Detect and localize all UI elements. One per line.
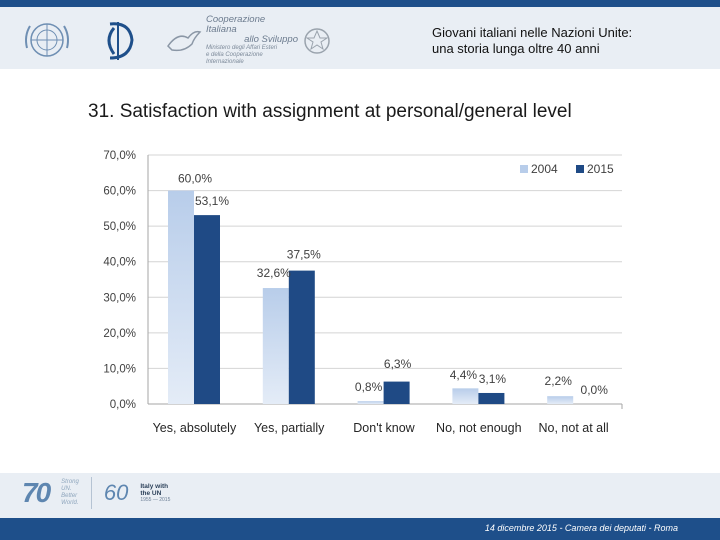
y-tick-label-1: 10,0% [103, 363, 136, 375]
bar-2015-0 [194, 215, 220, 404]
bar-2004-2 [357, 401, 384, 404]
x-tick-label-3: No, not enough [436, 421, 522, 435]
header-title-line1: Giovani italiani nelle Nazioni Unite: [432, 25, 633, 40]
y-tick-label-6: 60,0% [103, 186, 136, 198]
data-label-2004-2: 0,8% [355, 380, 383, 394]
data-label-2004-3: 4,4% [450, 368, 478, 382]
cooperazione-text: Cooperazione Italiana allo Sviluppo Mini… [206, 15, 298, 66]
y-tick-label-3: 30,0% [103, 292, 136, 304]
data-label-2015-2: 6,3% [384, 357, 412, 371]
data-label-2015-3: 3,1% [479, 372, 507, 386]
data-label-2004-4: 2,2% [545, 374, 573, 388]
un70-tag-2: UN. [61, 486, 72, 492]
bar-2015-1 [288, 270, 315, 404]
footer-divider [90, 477, 92, 509]
labels-layer: 0,0% 10,0% 20,0% 30,0% 40,0% 50,0% 60,0% 70,0% 6… [103, 150, 608, 435]
coop-line4: e della Cooperazione Internazionale [206, 52, 263, 65]
bar-2004-0 [168, 190, 194, 404]
bars-layer [168, 190, 574, 404]
un70-tag-1: Strong [61, 479, 79, 485]
un70-tagline: Strong UN. Better World. [61, 479, 79, 507]
data-label-2015-0: 53,1% [195, 194, 229, 208]
coop-line1: Cooperazione Italiana [206, 14, 266, 35]
x-tick-label-4: No, not at all [539, 421, 609, 435]
slide-title: 31. Satisfaction with assignment at pers… [88, 101, 572, 122]
dc-monogram-icon [107, 21, 134, 60]
data-label-2015-4: 0,0% [581, 383, 609, 397]
y-tick-label-5: 50,0% [103, 221, 136, 233]
un70-tag-3: Better [61, 493, 78, 499]
x-tick-label-1: Yes, partially [254, 421, 325, 435]
y-tick-label-4: 40,0% [103, 257, 136, 269]
footer-text: 14 dicembre 2015 - Camera dei deputati -… [484, 523, 678, 533]
italy60-years: 1955 — 2015 [140, 496, 171, 503]
bar-2015-2 [383, 381, 410, 404]
x-tick-label-2: Don't know [353, 421, 415, 435]
un-emblem-icon [25, 22, 69, 57]
top-bar [0, 0, 720, 7]
bar-2004-4 [547, 396, 574, 404]
y-tick-label-7: 70,0% [103, 150, 136, 162]
legend-swatch-2004 [520, 165, 528, 173]
header-title-line2: una storia lunga oltre 40 anni [432, 41, 600, 56]
italy60-line1: Italy with [140, 482, 169, 490]
italy60-line2: the UN [140, 489, 162, 497]
header-title: Giovani italiani nelle Nazioni Unite: un… [432, 25, 632, 57]
italy60-logo: 60 [103, 480, 129, 505]
legend-layer: 2004 2015 [520, 162, 614, 176]
header-band: Cooperazione Italiana allo Sviluppo Mini… [0, 7, 720, 69]
dove-icon [167, 30, 202, 51]
un70-tag-4: World. [61, 500, 79, 506]
footer-logos: 70 Strong UN. Better World. 60 Italy wit… [22, 477, 170, 509]
italian-emblem-icon [304, 27, 330, 54]
grid-layer [147, 154, 623, 409]
bar-2015-3 [478, 392, 505, 404]
bar-2004-3 [452, 388, 479, 404]
bar-2004-1 [262, 288, 289, 404]
legend-label-2004: 2004 [531, 162, 558, 176]
coop-line2: allo Sviluppo [244, 34, 298, 45]
x-tick-label-0: Yes, absolutely [153, 421, 237, 435]
legend-swatch-2015 [576, 165, 584, 173]
italy60-text: Italy with the UN 1955 — 2015 [140, 483, 170, 504]
un70-logo: 70 [22, 477, 51, 508]
y-tick-label-0: 0,0% [110, 399, 136, 411]
y-tick-label-2: 20,0% [103, 328, 136, 340]
legend-label-2015: 2015 [587, 162, 614, 176]
data-label-2015-1: 37,5% [287, 248, 321, 262]
bottom-bar: 14 dicembre 2015 - Camera dei deputati -… [0, 518, 720, 540]
header-logos: Cooperazione Italiana allo Sviluppo Mini… [20, 15, 332, 66]
footer-band: 70 Strong UN. Better World. 60 Italy wit… [0, 473, 720, 518]
data-label-2004-1: 32,6% [257, 266, 291, 280]
data-label-2004-0: 60,0% [178, 172, 212, 186]
coop-line3: Ministero degli Affari Esteri [206, 45, 278, 51]
cooperazione-logo: Cooperazione Italiana allo Sviluppo Mini… [166, 15, 332, 66]
